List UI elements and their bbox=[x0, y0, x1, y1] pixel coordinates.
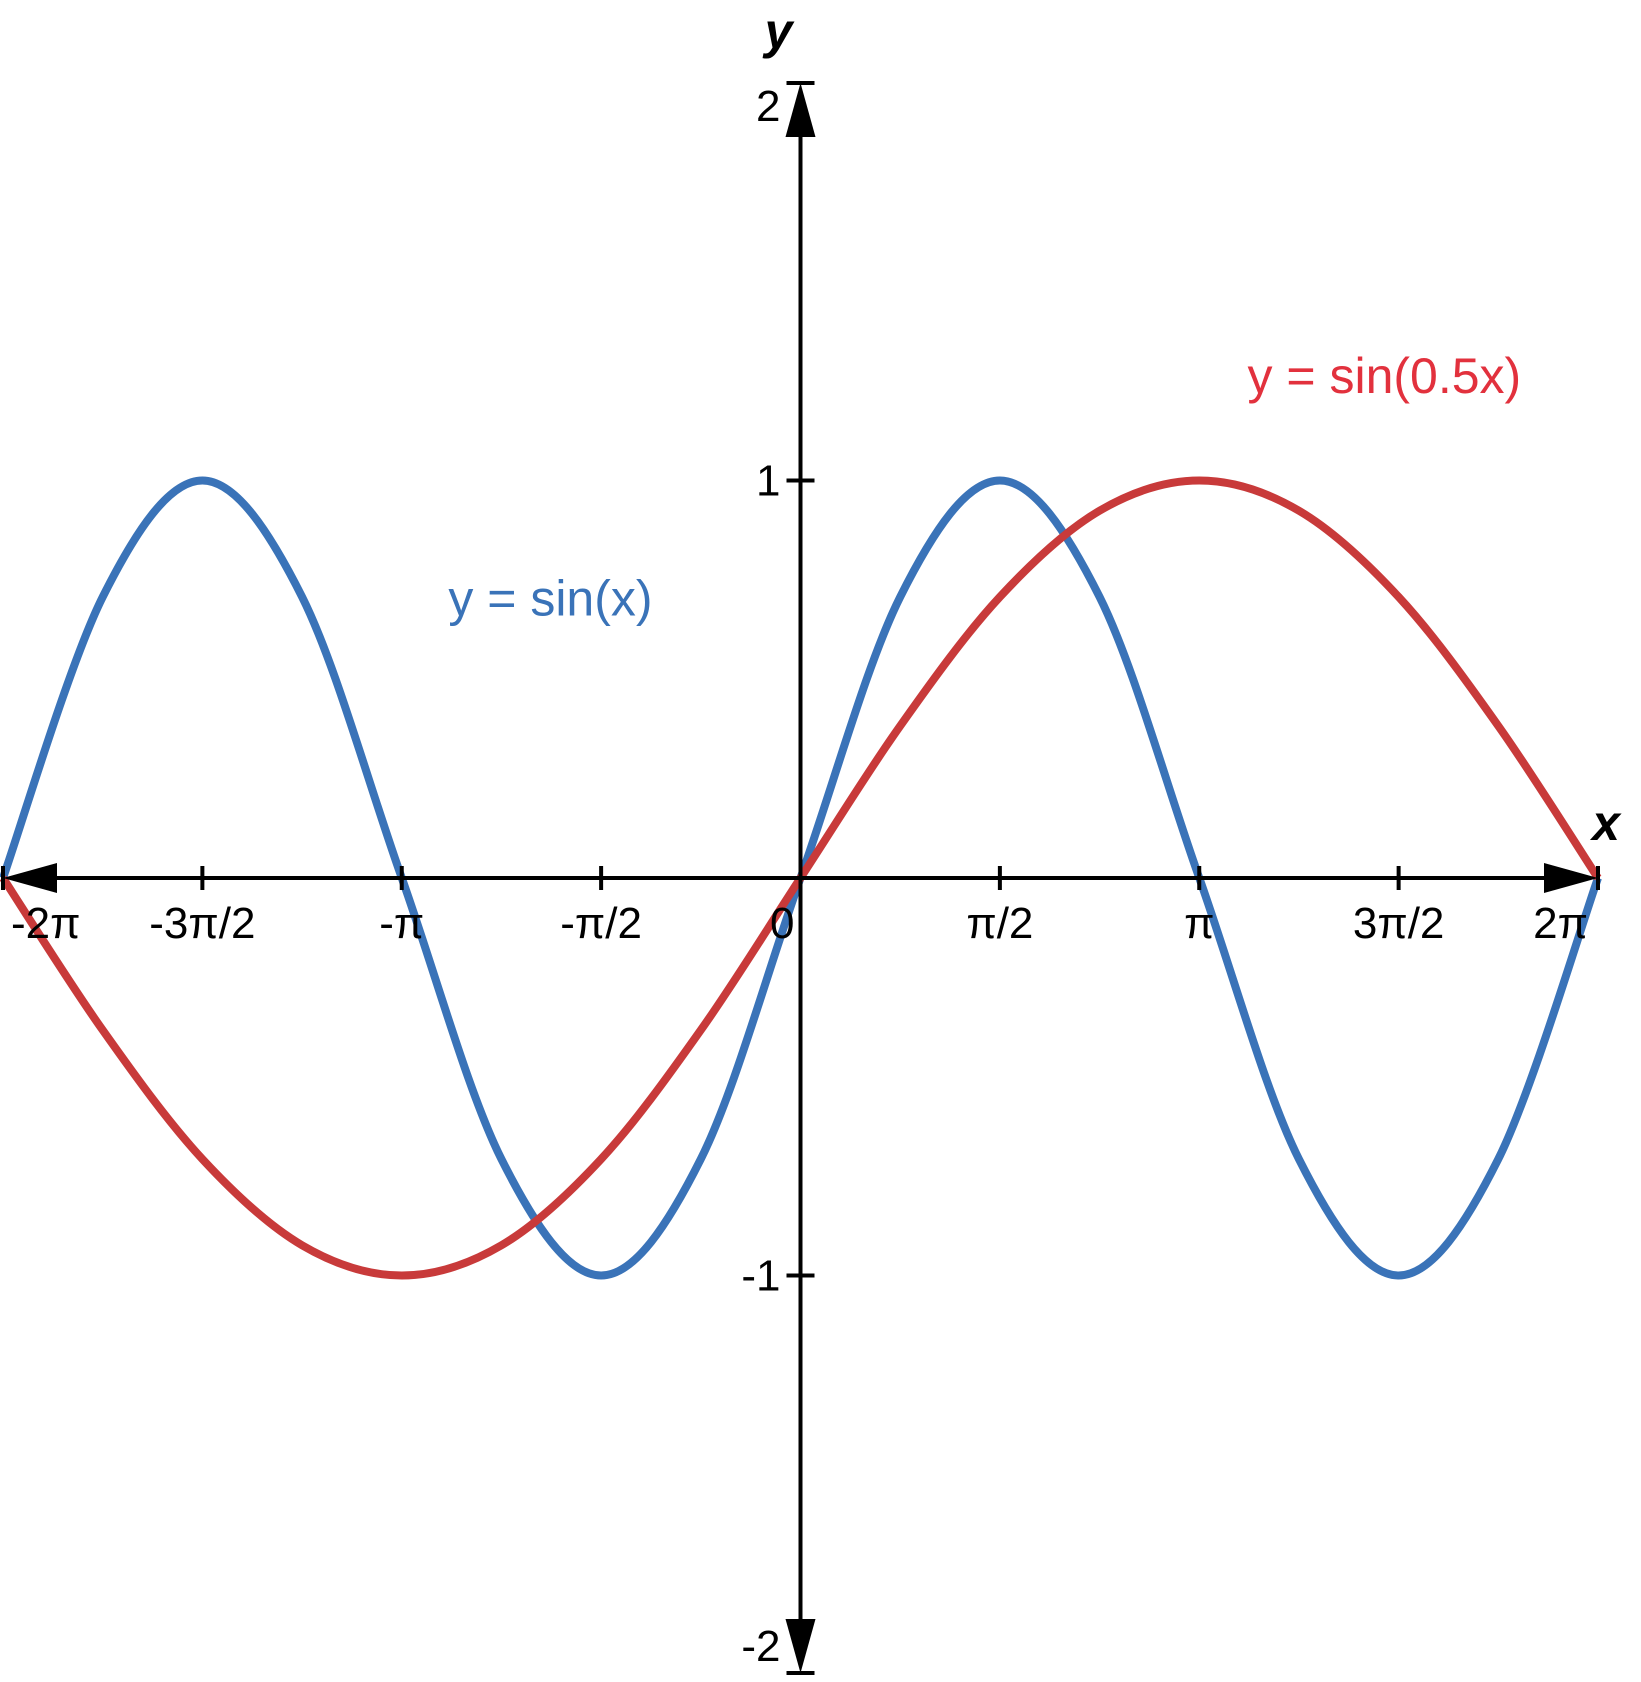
x-tick-label: -π/2 bbox=[560, 899, 642, 948]
sin-half-x-label: y = sin(0.5x) bbox=[1247, 348, 1521, 404]
x-tick-label: -π bbox=[379, 899, 424, 948]
x-axis-label: x bbox=[1589, 795, 1622, 851]
y-axis-arrow-up bbox=[785, 83, 816, 137]
x-tick-label: -2π bbox=[11, 899, 80, 948]
x-tick-label: 0 bbox=[770, 899, 794, 948]
y-axis-label: y bbox=[762, 3, 795, 59]
x-axis-arrow-right bbox=[1544, 863, 1598, 893]
x-tick-label: 2π bbox=[1533, 899, 1588, 948]
annotations-layer: y = sin(x) y = sin(0.5x) bbox=[448, 348, 1521, 627]
ticks-layer: -2π -3π/2 -π -π/2 0 π/2 π 3π/2 2π 2 1 -1 -2 bbox=[1, 81, 1600, 1675]
x-tick-label: -3π/2 bbox=[149, 899, 255, 948]
y-tick-label: -2 bbox=[741, 1622, 780, 1671]
x-tick-label: 3π/2 bbox=[1353, 899, 1445, 948]
axes-layer: -2π -3π/2 -π -π/2 0 π/2 π 3π/2 2π 2 1 -1 -2 bbox=[1, 81, 1600, 1675]
sin-x-label: y = sin(x) bbox=[448, 571, 652, 627]
x-axis-arrow-left bbox=[3, 863, 57, 893]
x-tick-label: π/2 bbox=[966, 899, 1033, 948]
y-tick-label: -1 bbox=[741, 1252, 780, 1301]
x-tick-label: π bbox=[1184, 899, 1214, 948]
y-tick-label: 2 bbox=[756, 82, 780, 131]
y-tick-label: 1 bbox=[756, 457, 780, 506]
y-axis-arrow-down bbox=[785, 1619, 816, 1673]
